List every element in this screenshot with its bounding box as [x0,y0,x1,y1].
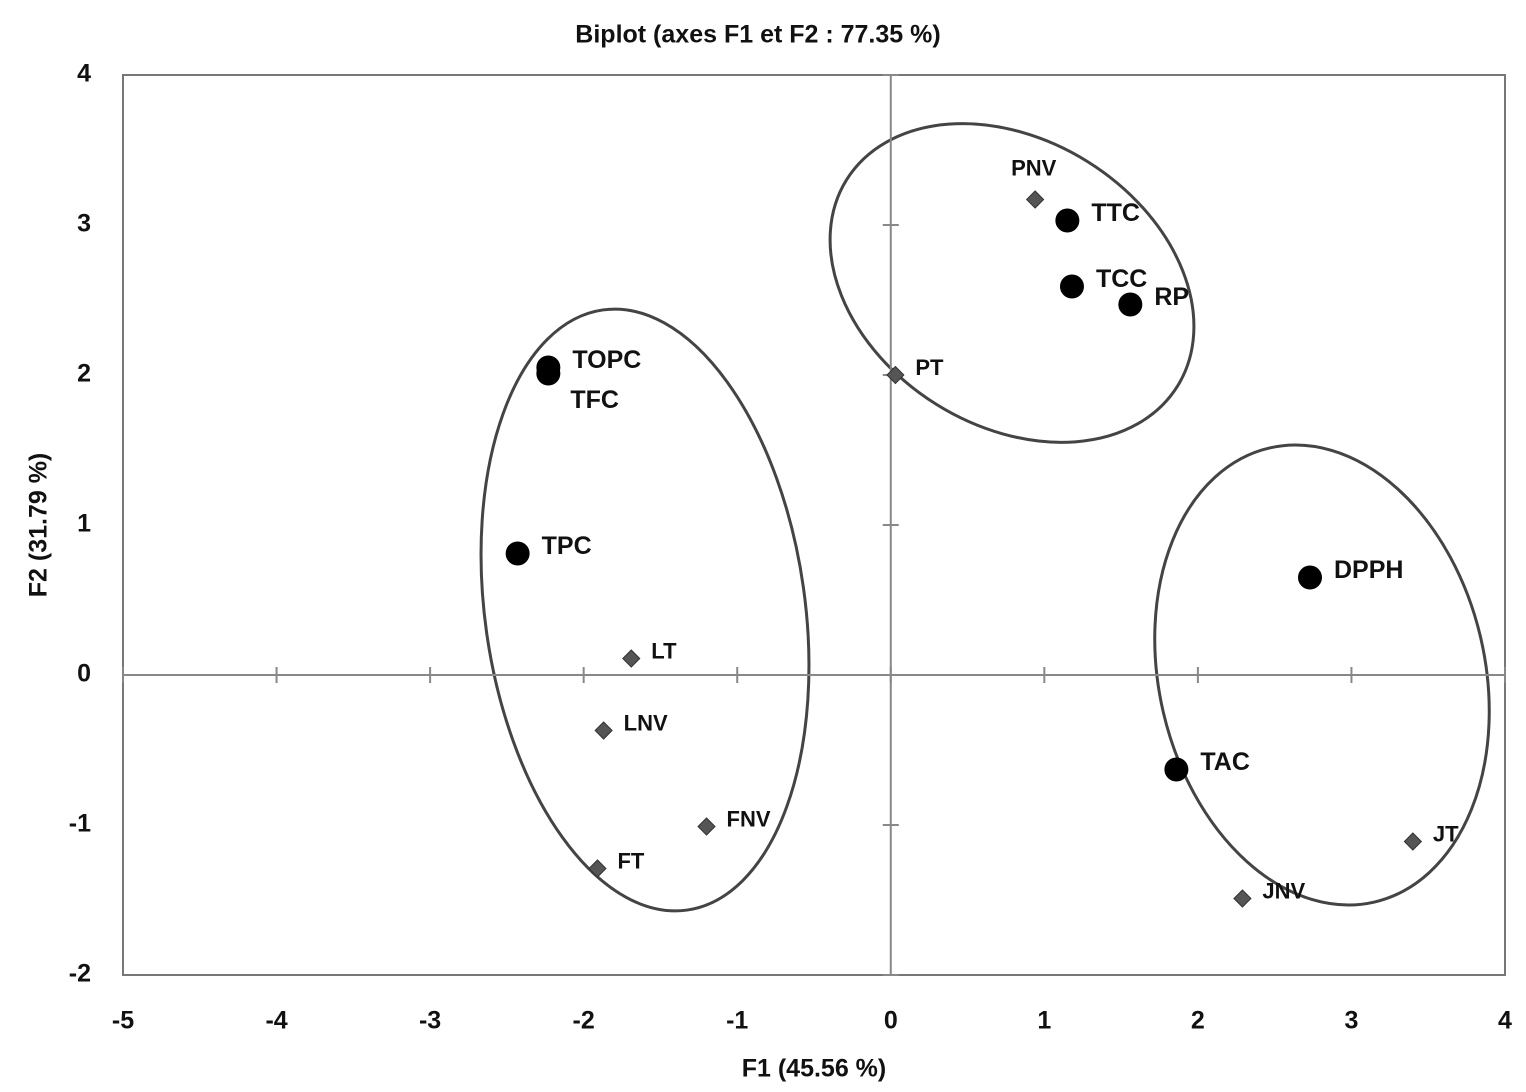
variable-point [505,541,530,566]
x-tick-label: -2 [573,1007,595,1035]
x-tick-label: 2 [1191,1007,1205,1035]
plot-frame [122,74,1506,976]
observation-point [622,649,641,668]
observation-point [1233,889,1252,908]
y-tick-label: -2 [69,960,91,988]
clusters [479,122,1491,913]
variable-point [1297,565,1322,590]
y-tick-label: 0 [77,660,91,688]
variable-point [536,361,561,386]
x-tick-label: 0 [884,1007,898,1035]
observation-point [594,721,613,740]
observation-point [588,859,607,878]
point-label: TFC [570,386,619,414]
y-axis-title: F2 (31.79 %) [25,453,53,598]
cluster-ellipse [1153,443,1491,907]
y-tick-label: 2 [77,360,91,388]
observation-point [697,817,716,836]
chart-title: Biplot (axes F1 et F2 : 77.35 %) [575,21,940,49]
cluster-ellipse [828,122,1196,444]
point-label: TPC [542,532,592,560]
observation-point [1025,190,1045,209]
point-label: DPPH [1334,556,1403,584]
point-label: LT [651,638,677,663]
y-tick-label: 3 [77,210,91,238]
variable-point [1164,757,1189,782]
variable-point [1059,274,1084,299]
variable-point [1055,208,1080,233]
point-label: PT [915,355,944,380]
point-label: RP [1154,283,1189,311]
x-tick-label: -5 [112,1007,134,1035]
point-label: TOPC [572,346,641,374]
point-label: LNV [624,710,668,735]
x-tick-label: 4 [1498,1007,1512,1035]
x-axis-title: F1 (45.56 %) [742,1055,887,1083]
point-label: FT [617,848,644,873]
cluster-ellipse [479,307,811,913]
y-tick-label: 4 [77,60,91,88]
point-label: TCC [1096,265,1147,293]
observation-point [1403,832,1423,851]
variable-point [1118,292,1143,317]
x-tick-label: 3 [1344,1007,1358,1035]
x-tick-label: -1 [726,1007,748,1035]
x-tick-label: -4 [265,1007,287,1035]
point-label: FNV [727,806,771,831]
point-label: PNV [1011,155,1057,180]
y-tick-label: 1 [77,510,91,538]
point-label: JT [1433,821,1459,846]
x-tick-label: 1 [1037,1007,1051,1035]
point-label: TTC [1091,199,1140,227]
point-label: TAC [1200,748,1250,776]
observation-point [886,365,905,385]
x-tick-label: -3 [419,1007,441,1035]
point-label: JNV [1262,878,1305,903]
y-tick-label: -1 [69,810,91,838]
